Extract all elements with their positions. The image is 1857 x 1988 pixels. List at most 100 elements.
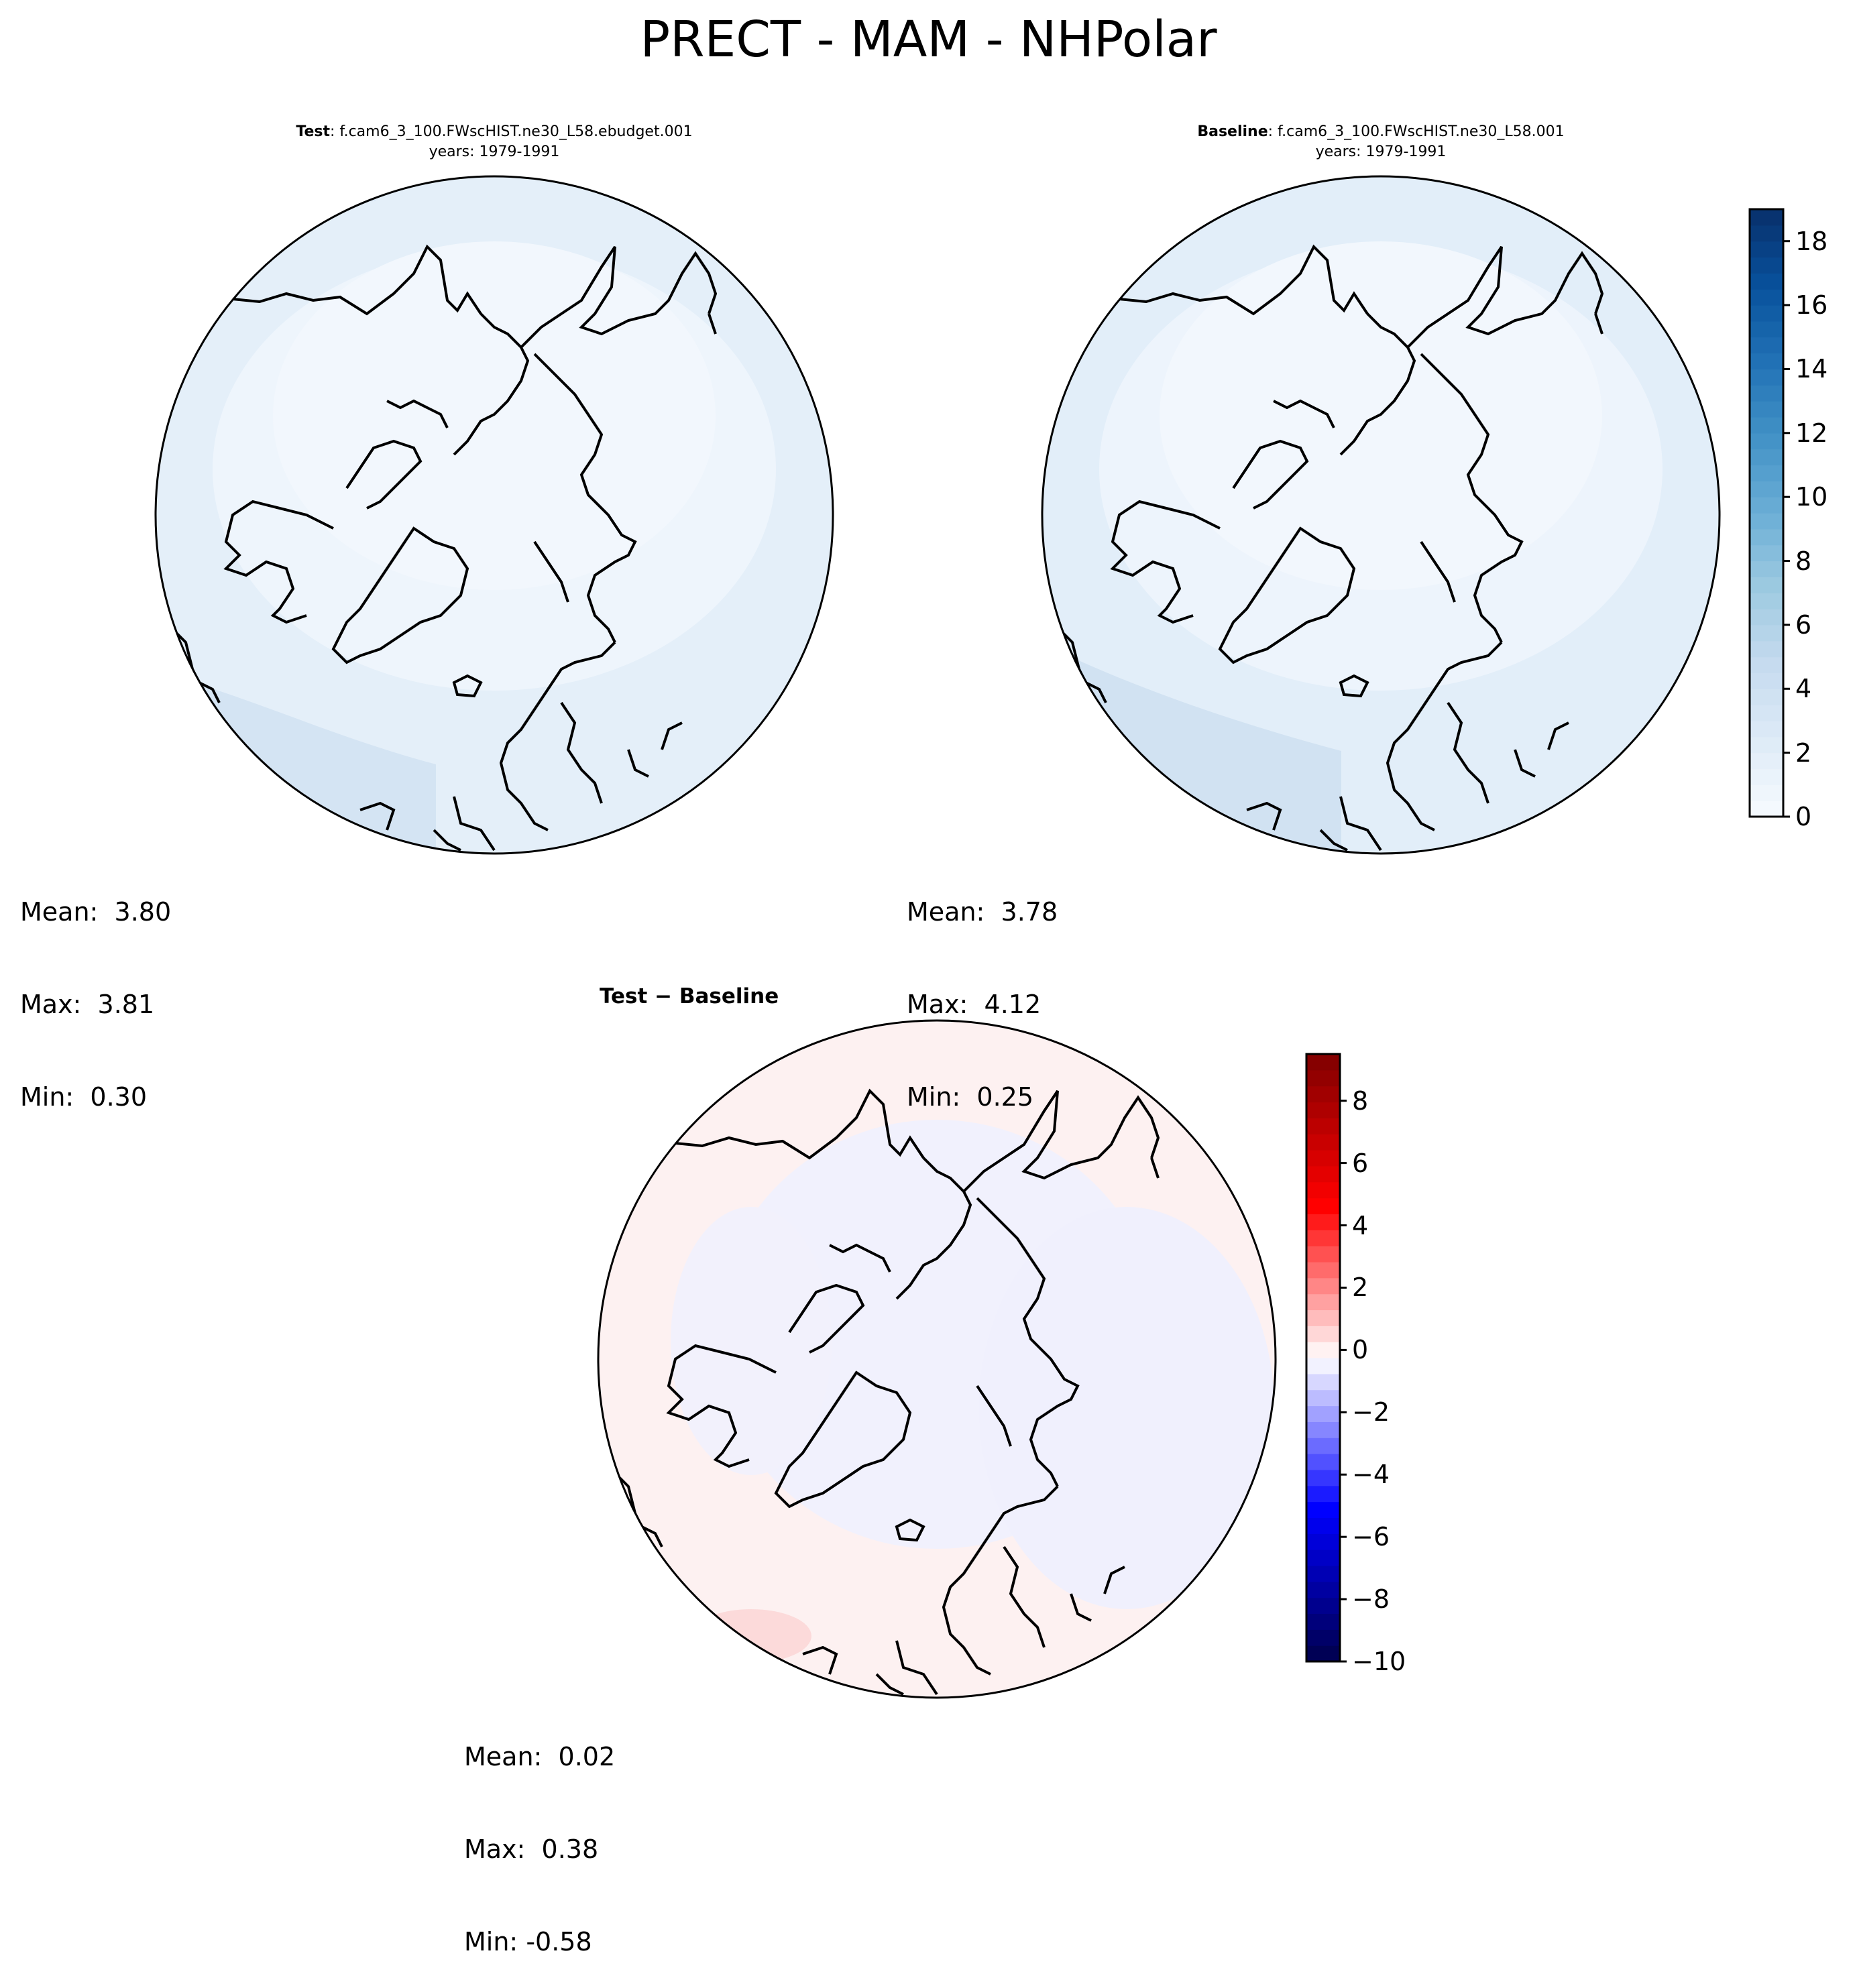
colorbar-absolute-level (1750, 689, 1783, 705)
colorbar-absolute-level (1750, 624, 1783, 642)
colorbar-absolute-level (1750, 528, 1783, 546)
colorbar-absolute-level (1750, 305, 1783, 322)
colorbar-absolute-level (1750, 416, 1783, 434)
colorbar-absolute-level (1750, 432, 1783, 450)
colorbar-absolute-level (1750, 481, 1783, 498)
colorbar-absolute-level (1750, 705, 1783, 721)
colorbar-difference-tick-label: −6 (1352, 1522, 1390, 1552)
test-stats: Mean: 3.80 Max: 3.81 Min: 0.30 (20, 835, 171, 1143)
difference-min: -0.58 (526, 1927, 592, 1956)
test-years: years: 1979-1991 (429, 143, 560, 160)
colorbar-difference-level (1306, 1054, 1340, 1071)
colorbar-difference-level (1306, 1118, 1340, 1134)
colorbar-absolute-tick-label: 18 (1795, 226, 1828, 256)
colorbar-absolute-level (1750, 241, 1783, 258)
colorbar-difference-level (1306, 1469, 1340, 1486)
stat-label: Min: (907, 1082, 961, 1112)
stat-label: Mean: (20, 897, 99, 927)
colorbar-absolute-level (1750, 449, 1783, 466)
figure (154, 175, 1790, 1699)
colorbar-difference-level (1306, 1405, 1340, 1422)
colorbar-difference-level (1306, 1069, 1340, 1087)
colorbar-absolute-tick-label: 6 (1795, 609, 1812, 640)
colorbar-difference-level (1306, 1309, 1340, 1326)
colorbar-difference-level (1306, 1517, 1340, 1534)
baseline-years: years: 1979-1991 (1315, 143, 1447, 160)
colorbar-absolute-level (1750, 369, 1783, 386)
colorbar-absolute-level (1750, 752, 1783, 770)
colorbar-absolute-level (1750, 513, 1783, 530)
colorbar-difference-level (1306, 1165, 1340, 1183)
colorbar-difference-level (1306, 1246, 1340, 1263)
colorbar-absolute-tick-label: 14 (1795, 354, 1828, 384)
stat-label: Min: (464, 1927, 518, 1956)
colorbar-absolute-level (1750, 784, 1783, 801)
baseline-stats: Mean: 3.78 Max: 4.12 Min: 0.25 (907, 835, 1058, 1143)
colorbar-difference-level (1306, 1326, 1340, 1342)
stat-label: Mean: (907, 897, 985, 927)
colorbar-absolute-level (1750, 720, 1783, 738)
colorbar-difference-tick-label: 4 (1352, 1210, 1369, 1240)
colorbar-difference-tick-label: 8 (1352, 1086, 1369, 1116)
colorbar-difference-level (1306, 1438, 1340, 1454)
baseline-panel-title: Baseline: f.cam6_3_100.FWscHIST.ne30_L58… (1113, 122, 1649, 162)
colorbar-absolute-level (1750, 656, 1783, 674)
stat-label: Max: (907, 990, 968, 1019)
colorbar-difference-level (1306, 1277, 1340, 1295)
colorbar-difference-level (1306, 1214, 1340, 1230)
colorbar-absolute-level (1750, 593, 1783, 609)
colorbar-absolute-level (1750, 736, 1783, 754)
colorbar-absolute-level (1750, 544, 1783, 562)
colorbar-absolute-level (1750, 640, 1783, 658)
colorbar-difference-level (1306, 1454, 1340, 1470)
stat-label: Mean: (464, 1742, 543, 1771)
colorbar-difference-level (1306, 1389, 1340, 1407)
colorbar-absolute-level (1750, 609, 1783, 626)
colorbar-difference-level (1306, 1613, 1340, 1630)
colorbar-absolute-level (1750, 273, 1783, 290)
colorbar-absolute (1750, 209, 1783, 817)
colorbar-absolute-level (1750, 401, 1783, 418)
colorbar-difference-level (1306, 1102, 1340, 1118)
difference-panel-title: Test − Baseline (600, 984, 779, 1008)
colorbar-absolute-level (1750, 337, 1783, 354)
colorbar-absolute-level (1750, 320, 1783, 338)
colorbar-difference-tick-label: −10 (1352, 1647, 1406, 1676)
colorbar-difference-tick-label: 2 (1352, 1273, 1369, 1303)
colorbar-difference-level (1306, 1485, 1340, 1503)
colorbar-difference-level (1306, 1645, 1340, 1662)
colorbar-difference-tick-label: −2 (1352, 1397, 1390, 1427)
stat-label: Max: (464, 1834, 526, 1864)
colorbar-difference-level (1306, 1342, 1340, 1358)
test-panel-title: Test: f.cam6_3_100.FWscHIST.ne30_L58.ebu… (226, 122, 763, 162)
colorbar-absolute-level (1750, 768, 1783, 785)
colorbar-difference-level (1306, 1597, 1340, 1615)
difference-max: 0.38 (541, 1834, 599, 1864)
test-min: 0.30 (90, 1082, 148, 1112)
colorbar-absolute-level (1750, 673, 1783, 689)
stat-label: Max: (20, 990, 82, 1019)
colorbar-absolute-level (1750, 353, 1783, 370)
colorbar-difference-level (1306, 1550, 1340, 1566)
colorbar-difference-level (1306, 1533, 1340, 1550)
test-label: Test (296, 123, 331, 140)
colorbar-difference-level (1306, 1501, 1340, 1519)
colorbar-difference-level (1306, 1261, 1340, 1279)
colorbar-difference-frame (1305, 1053, 1341, 1663)
colorbar-absolute-level (1750, 465, 1783, 481)
colorbar-difference-tick-label: −8 (1352, 1584, 1390, 1615)
baseline-label: Baseline (1197, 123, 1268, 140)
colorbar-absolute-level (1750, 561, 1783, 577)
difference-map (597, 1019, 1277, 1699)
colorbar-absolute-frame (1748, 208, 1785, 818)
colorbar-difference-level (1306, 1293, 1340, 1311)
colorbar-difference-level (1306, 1629, 1340, 1646)
colorbar-absolute-tick-label: 8 (1795, 546, 1812, 576)
colorbar-difference-level (1306, 1581, 1340, 1598)
colorbar-absolute-level (1750, 289, 1783, 306)
colorbar-difference-level (1306, 1421, 1340, 1438)
baseline-mean: 3.78 (1001, 897, 1058, 927)
colorbar-absolute-tick-label: 4 (1795, 674, 1812, 704)
difference-mean: 0.02 (558, 1742, 616, 1771)
difference-stats: Mean: 0.02 Max: 0.38 Min: -0.58 (464, 1680, 615, 1988)
